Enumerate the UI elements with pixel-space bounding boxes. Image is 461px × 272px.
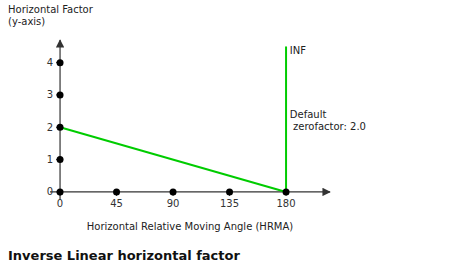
y-tick-label: 2 [47,122,53,133]
x-tick-label: 90 [167,198,180,209]
x-tick-label: 135 [220,198,239,209]
x-axis-label: Horizontal Relative Moving Angle (HRMA) [87,221,294,232]
chart: 0 45 90 135 180 0 1 2 3 4 INF Default zerofactor: 2… [0,0,461,272]
annotation: INF [290,45,306,56]
dot [57,124,64,131]
annotation: Default zerofactor: 2.0 [290,109,366,132]
dot [113,188,120,195]
y-axis-label: Horizontal Factor(y-axis) [8,4,94,27]
plot-area [57,46,290,195]
y-tick-label: 4 [47,57,53,68]
line [60,127,286,192]
dot [226,188,233,195]
dot [283,188,290,195]
title: Inverse Linear horizontal factor [8,248,240,263]
y-tick-label: 3 [47,89,53,100]
x-tick-label: 45 [110,198,123,209]
dot [57,188,64,195]
dot [57,91,64,98]
y-tick-label: 0 [47,186,53,197]
x-tick-label: 180 [277,198,296,209]
dot [57,156,64,163]
dot [57,59,64,66]
line [285,46,287,191]
x-tick-label: 0 [57,198,63,209]
y-tick-label: 1 [47,154,53,165]
dot [170,188,177,195]
